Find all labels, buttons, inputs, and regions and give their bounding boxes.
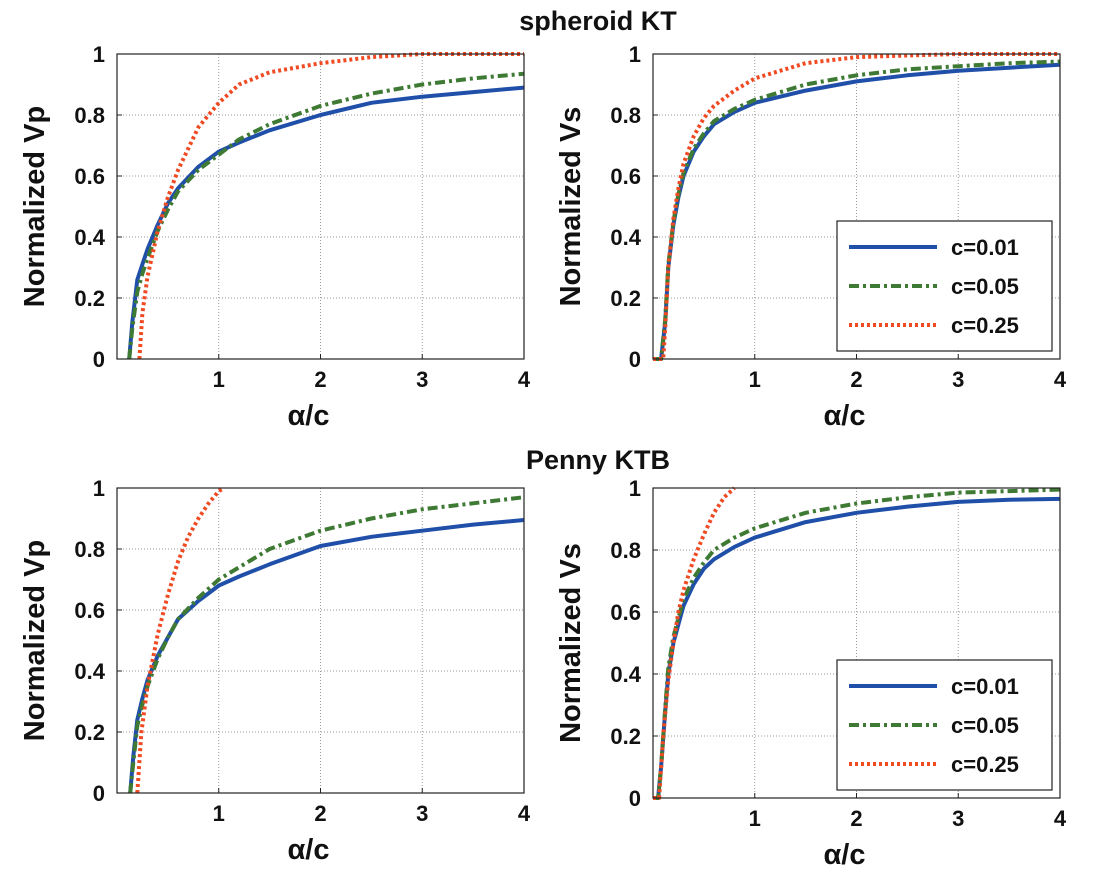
y-tick-label: 0.2 <box>610 724 641 749</box>
y-tick-label: 0.4 <box>610 225 641 250</box>
y-axis-label: Normalized Vs <box>555 543 587 743</box>
legend-label: c=0.25 <box>951 752 1019 777</box>
y-tick-label: 0 <box>629 786 641 811</box>
y-tick-label: 1 <box>93 476 105 501</box>
title-penny-ktb: Penny KTB <box>526 445 670 475</box>
y-tick-label: 0.8 <box>610 538 641 563</box>
series-line-c-0-05 <box>127 71 525 360</box>
y-tick-label: 0.2 <box>74 720 105 745</box>
x-axis-label: α/c <box>287 400 329 432</box>
plot-area <box>117 488 524 793</box>
y-tick-label: 0 <box>629 347 641 372</box>
x-tick-label: 3 <box>952 806 964 831</box>
series-line-c-0-01 <box>127 85 525 360</box>
legend-label: c=0.01 <box>951 235 1019 260</box>
x-tick-label: 2 <box>314 367 326 392</box>
y-tick-label: 0.6 <box>610 600 641 625</box>
y-tick-label: 0.6 <box>610 164 641 189</box>
legend-box <box>836 659 1053 791</box>
chart-panel-penny-vp: 1 2 3 4 0 0.2 0.4 0.6 0.8 1 α/c Normalized Vp <box>19 476 531 866</box>
x-axis-label: α/c <box>287 834 329 866</box>
x-tick-label: 2 <box>314 801 326 826</box>
chart-panel-spheroid-vs: 1 2 3 4 0 0.2 0.4 0.6 0.8 1 α/c Normalized Vs c=0.01… <box>555 42 1067 432</box>
series-line-c-0-05 <box>653 487 1061 800</box>
chart-panel-spheroid-vp: 1 2 3 4 0 0.2 0.4 0.6 0.8 1 α/c Normalized Vp <box>19 42 531 432</box>
y-tick-label: 0.4 <box>610 662 641 687</box>
title-spheroid-kt: spheroid KT <box>519 6 677 36</box>
y-tick-label: 0.8 <box>74 103 105 128</box>
legend: c=0.01 c=0.05 c=0.25 <box>836 659 1053 791</box>
x-tick-label: 3 <box>416 801 428 826</box>
y-axis-label: Normalized Vs <box>555 107 587 307</box>
legend-box <box>836 220 1053 352</box>
y-tick-label: 0.8 <box>610 103 641 128</box>
x-tick-label: 1 <box>213 367 225 392</box>
y-tick-label: 0.8 <box>74 537 105 562</box>
y-tick-label: 1 <box>93 42 105 67</box>
x-tick-label: 1 <box>749 806 761 831</box>
y-tick-label: 0 <box>93 347 105 372</box>
legend-label: c=0.25 <box>951 313 1019 338</box>
y-tick-label: 0.6 <box>74 164 105 189</box>
x-tick-label: 2 <box>850 806 862 831</box>
x-tick-label: 4 <box>1054 806 1067 831</box>
series-line-c-0-25 <box>653 52 1060 361</box>
x-tick-label: 4 <box>518 367 531 392</box>
series-line-c-0-25 <box>135 486 225 794</box>
legend-label: c=0.05 <box>951 713 1019 738</box>
x-tick-label: 2 <box>850 367 862 392</box>
y-axis-label: Normalized Vp <box>19 540 51 741</box>
y-tick-label: 1 <box>629 42 641 67</box>
y-tick-label: 0.4 <box>74 225 105 250</box>
x-axis-label: α/c <box>823 400 865 432</box>
x-tick-label: 3 <box>416 367 428 392</box>
series-line-c-0-25 <box>653 486 736 800</box>
chart-panel-penny-vs: 1 2 3 4 0 0.2 0.4 0.6 0.8 1 α/c Normalized Vs c=0.01… <box>555 476 1067 871</box>
x-tick-label: 1 <box>749 367 761 392</box>
legend-label: c=0.01 <box>951 674 1019 699</box>
y-tick-label: 1 <box>629 476 641 501</box>
x-tick-label: 1 <box>213 801 225 826</box>
legend: c=0.01 c=0.05 c=0.25 <box>836 220 1053 352</box>
x-tick-label: 4 <box>518 801 531 826</box>
x-axis-label: α/c <box>823 839 865 871</box>
y-tick-label: 0.2 <box>610 286 641 311</box>
y-axis-label: Normalized Vp <box>19 106 51 307</box>
series-line-c-0-05 <box>128 495 525 794</box>
x-tick-label: 4 <box>1054 367 1067 392</box>
y-tick-label: 0 <box>93 781 105 806</box>
x-tick-label: 3 <box>952 367 964 392</box>
y-tick-label: 0.6 <box>74 598 105 623</box>
series-line-c-0-25 <box>137 52 524 360</box>
y-tick-label: 0.2 <box>74 286 105 311</box>
legend-label: c=0.05 <box>951 274 1019 299</box>
y-tick-label: 0.4 <box>74 659 105 684</box>
series-line-c-0-05 <box>653 59 1061 361</box>
